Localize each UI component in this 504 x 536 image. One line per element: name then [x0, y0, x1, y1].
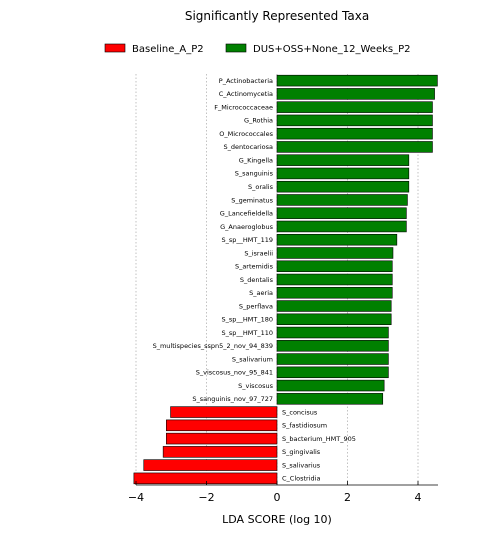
legend: Baseline_A_P2 DUS+OSS+None_12_Weeks_P2	[104, 43, 411, 55]
x-tick-label-4: 4	[415, 491, 422, 504]
bar-3	[276, 114, 433, 127]
bar-label-23: S_viscosus	[238, 382, 273, 390]
bar-label-24: S_sanguinis_nov_97_727	[192, 395, 273, 403]
bars-group	[133, 74, 438, 485]
bar-label-17: S_perflava	[239, 302, 273, 310]
bar-7	[276, 167, 410, 180]
x-tick-label-2: 0	[274, 491, 281, 504]
legend-label-dus: DUS+OSS+None_12_Weeks_P2	[253, 44, 411, 55]
bar-label-0: P_Actinobacteria	[219, 77, 273, 85]
bar-2	[276, 101, 433, 113]
bar-label-15: S_dentalis	[240, 276, 274, 284]
bar-label-28: S_gingivalis	[282, 448, 321, 456]
bar-6	[276, 154, 410, 166]
bar-label-4: O_Micrococcales	[219, 130, 273, 138]
bar-label-2: F_Micrococcaceae	[214, 103, 273, 111]
bar-10	[276, 207, 407, 219]
bar-16	[276, 287, 393, 299]
bar-26	[166, 419, 278, 432]
bar-22	[276, 366, 389, 379]
bar-14	[276, 260, 393, 272]
bar-label-26: S_fastidiosum	[282, 422, 327, 430]
bar-label-11: G_Anaeroglobus	[220, 223, 273, 231]
bar-19	[276, 326, 389, 339]
bar-24	[276, 393, 384, 405]
bar-label-19: S_sp__HMT_110	[221, 329, 273, 337]
bar-9	[276, 194, 408, 206]
bar-21	[276, 353, 389, 365]
bar-4	[276, 127, 433, 140]
bar-15	[276, 273, 393, 286]
bar-5	[276, 141, 433, 153]
bar-label-14: S_artemidis	[235, 263, 274, 271]
bar-label-25: S_concisus	[282, 408, 318, 416]
bar-1	[276, 88, 435, 100]
bar-18	[276, 313, 392, 326]
bar-20	[276, 340, 389, 352]
bar-27	[166, 432, 278, 445]
legend-swatch-dus	[225, 43, 247, 53]
bar-label-7: S_sanguinis	[235, 170, 274, 178]
x-axis-label: LDA SCORE (log 10)	[222, 513, 332, 526]
bar-25	[170, 406, 278, 418]
bar-11	[276, 220, 407, 233]
bar-label-30: C_Clostridia	[282, 475, 320, 483]
bar-label-3: G_Rothia	[244, 117, 273, 125]
bar-label-18: S_sp__HMT_180	[221, 316, 273, 324]
bar-label-1: C_Actinomycetia	[219, 90, 273, 98]
bar-label-6: G_Kingella	[239, 156, 273, 164]
bar-labels-group: P_Actinobacteria C_Actinomycetia F_Microco…	[153, 77, 356, 483]
bar-label-20: S_multispecies_sspn5_2_nov_94_839	[153, 342, 273, 350]
bar-label-29: S_salivarius	[282, 461, 321, 469]
bar-29	[143, 459, 278, 471]
bar-23	[276, 379, 385, 392]
bar-label-13: S_israelii	[244, 249, 273, 257]
chart-title: Significantly Represented Taxa	[185, 9, 369, 23]
bar-label-5: S_dentocariosa	[223, 143, 273, 151]
bar-label-9: S_geminatus	[231, 196, 273, 204]
x-tick-label-3: 2	[344, 491, 351, 504]
bar-label-8: S_oralis	[248, 183, 274, 191]
bar-30	[133, 472, 278, 485]
bar-12	[276, 233, 398, 246]
bar-28	[162, 446, 278, 458]
bar-17	[276, 300, 392, 312]
bar-label-16: S_aeria	[249, 289, 273, 297]
legend-swatch-baseline	[104, 43, 126, 53]
x-tick-label-1: −2	[198, 491, 214, 504]
legend-label-baseline: Baseline_A_P2	[132, 44, 204, 55]
bar-label-12: S_sp__HMT_119	[221, 236, 273, 244]
x-tick-label-0: −4	[128, 491, 144, 504]
bar-label-10: G_Lancefieldella	[220, 210, 273, 218]
bar-8	[276, 180, 410, 193]
bar-label-21: S_salivarium	[232, 355, 273, 363]
x-axis: −4 −2 0 2 4	[128, 481, 438, 504]
bar-0	[276, 74, 438, 87]
bar-13	[276, 247, 394, 259]
bar-label-27: S_bacterium_HMT_905	[282, 435, 356, 443]
bar-label-22: S_viscosus_nov_95_841	[196, 369, 273, 377]
